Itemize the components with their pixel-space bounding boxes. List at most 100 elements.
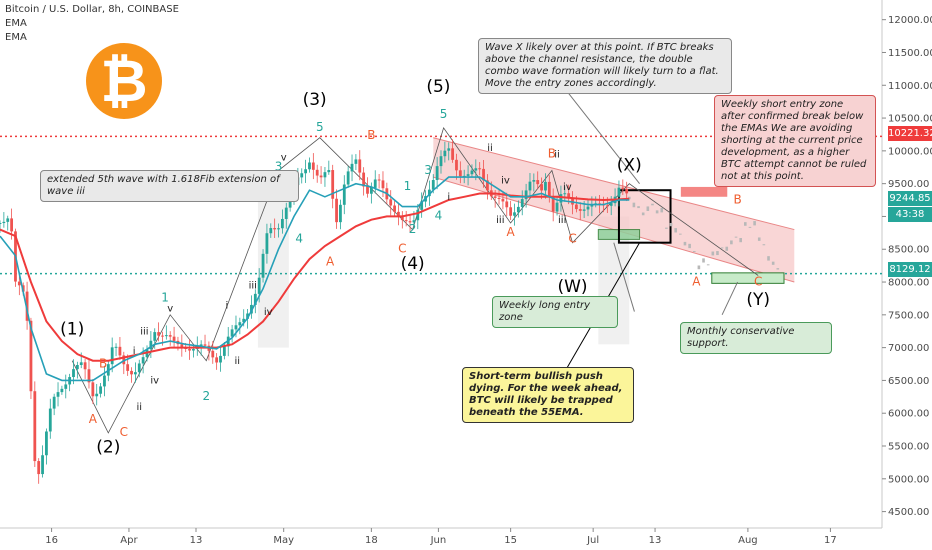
candle-body (559, 194, 563, 203)
wave-label: C (398, 242, 406, 256)
candle-body (536, 180, 540, 185)
projected-candle (725, 246, 729, 251)
candle-body (621, 187, 625, 189)
wave-label: B (733, 192, 741, 206)
candle-body (609, 203, 613, 206)
wave-label: (W) (557, 277, 587, 297)
candle-body (315, 169, 319, 176)
note-short-term: Short-term bullish push dying. For the w… (462, 367, 634, 423)
candle-body (126, 364, 130, 371)
y-tick-label: 11500.00 (888, 48, 932, 59)
candle-body (369, 187, 373, 194)
resistance-price-tag: 10221.32 (888, 126, 932, 141)
wave-label: ii (554, 149, 560, 160)
candle-body (466, 174, 470, 176)
candle-body (242, 318, 246, 323)
projected-candle (627, 196, 631, 200)
candle-body (366, 186, 369, 194)
candle-body (48, 408, 52, 432)
projected-candle (632, 202, 636, 208)
candle-body (327, 170, 331, 173)
projected-candle (646, 206, 650, 211)
projected-candle (771, 261, 775, 265)
y-tick-label: 8000.00 (888, 278, 929, 289)
support-price-tag: 8129.12 (888, 262, 932, 277)
wave-label: C (120, 425, 128, 439)
wave-label: ii (487, 143, 493, 154)
ema-indicator-1[interactable]: EMA (5, 18, 27, 29)
candle-body (75, 364, 79, 370)
wave-label: iii (140, 327, 148, 338)
note-weekly-short: Weekly short entry zone after confirmed … (714, 95, 876, 187)
wave-label: (X) (617, 156, 642, 176)
ema-indicator-2[interactable]: EMA (5, 32, 27, 43)
candle-body (192, 349, 195, 351)
wave-label: 5 (440, 107, 448, 121)
projected-candle (776, 268, 780, 270)
candle-body (52, 396, 56, 409)
candle-body (493, 196, 497, 198)
wave-label: (2) (96, 438, 120, 458)
candle-body (377, 179, 381, 181)
candle-body (188, 349, 191, 351)
wave-label: ii (136, 402, 142, 413)
candle-body (280, 218, 284, 229)
candle-body (103, 375, 106, 387)
wave-label: v (167, 304, 173, 315)
candle-body (358, 159, 362, 173)
projected-candle (711, 251, 715, 256)
wave-label: 1 (161, 291, 169, 305)
elliott-wave-path (71, 127, 759, 434)
candle-body (516, 206, 520, 213)
candle-body (509, 207, 513, 216)
projected-candle (739, 238, 742, 243)
y-tick-label: 7500.00 (888, 310, 929, 321)
candle-body (64, 384, 68, 389)
candle-body (420, 201, 424, 210)
candle-body (412, 220, 416, 223)
candle-body (130, 370, 133, 375)
candle-body (219, 355, 222, 363)
candle-body (354, 159, 358, 164)
candle-body (83, 362, 87, 370)
projected-candle (730, 240, 733, 245)
wave-label: 4 (295, 232, 303, 246)
candle-body (470, 170, 474, 175)
candle-body (168, 335, 172, 337)
candle-body (547, 181, 551, 198)
candle-body (273, 228, 277, 230)
wave-label: 3 (275, 160, 283, 174)
candle-body (408, 221, 412, 223)
candle-body (404, 220, 408, 222)
projected-candle (744, 222, 747, 226)
candle-body (578, 209, 582, 211)
y-tick-label: 7000.00 (888, 343, 929, 354)
callout-pointer (613, 242, 635, 312)
candle-body (474, 168, 478, 171)
countdown-tag: 43:38 (888, 207, 932, 222)
y-tick-label: 5500.00 (888, 442, 929, 453)
chart-title: Bitcoin / U.S. Dollar, 8h, COINBASE (5, 4, 179, 15)
candle-body (427, 189, 431, 197)
wave-label: iv (264, 307, 273, 318)
candle-body (540, 184, 543, 191)
wave-label: (4) (401, 254, 425, 274)
wave-label: B (367, 128, 375, 142)
x-tick-label: Jun (430, 535, 447, 546)
candle-body (253, 293, 257, 305)
projected-candle (706, 264, 710, 266)
candle-body (617, 187, 621, 197)
candle-body (114, 346, 118, 348)
wave-label: 4 (435, 209, 443, 223)
candle-body (397, 211, 400, 217)
projected-candle (767, 256, 770, 261)
projected-candle (674, 228, 677, 233)
candle-body (339, 204, 342, 223)
candle-body (133, 372, 137, 375)
candle-body (342, 184, 346, 205)
candle-body (141, 357, 145, 364)
candle-body (605, 205, 609, 207)
projected-candle (753, 221, 756, 226)
candle-body (435, 166, 439, 181)
candle-body (269, 228, 273, 234)
